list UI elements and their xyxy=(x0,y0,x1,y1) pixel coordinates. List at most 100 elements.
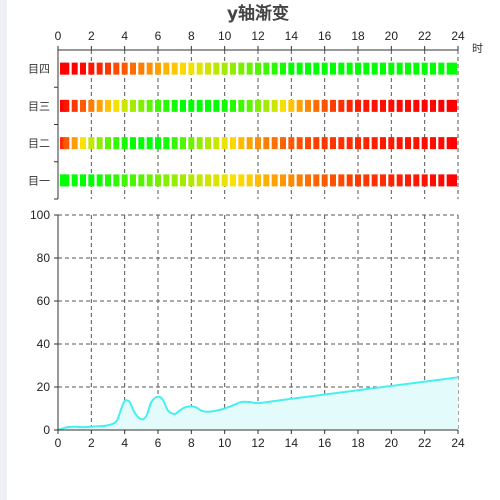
heatmap-cell xyxy=(288,174,295,187)
bottom-x-tick-label: 22 xyxy=(418,436,432,450)
heatmap-cell xyxy=(321,174,328,187)
heatmap-cell xyxy=(213,99,220,112)
heatmap-cell xyxy=(130,62,136,75)
heatmap-cell xyxy=(405,62,411,75)
heatmap-cell xyxy=(180,99,186,112)
top-x-tick-label: 22 xyxy=(418,29,432,43)
heatmap-cell xyxy=(338,137,345,150)
heatmap-cell xyxy=(180,62,186,75)
heatmap-cell xyxy=(430,62,436,75)
heatmap-cell xyxy=(288,99,295,112)
bottom-x-tick-label: 2 xyxy=(88,436,95,450)
area-series xyxy=(57,376,459,431)
heatmap-cell xyxy=(130,137,136,150)
top-x-tick-label: 10 xyxy=(218,29,232,43)
y-category-label: 目二 xyxy=(28,137,50,150)
heatmap-cell xyxy=(413,62,420,75)
heatmap-cell xyxy=(196,99,203,112)
heatmap-cell xyxy=(230,62,236,75)
heatmap-cell xyxy=(155,174,161,187)
heatmap-cell xyxy=(163,137,170,150)
heatmap-cell xyxy=(413,99,420,112)
heatmap-cell xyxy=(313,62,320,75)
y-tick-label: 0 xyxy=(43,423,50,437)
heatmap-cell xyxy=(230,174,236,187)
bottom-x-tick-label: 4 xyxy=(121,436,128,450)
heatmap-cell xyxy=(355,99,361,112)
heatmap-cell xyxy=(280,99,286,112)
heatmap-cell xyxy=(338,62,345,75)
heatmap-cell xyxy=(446,99,453,112)
heatmap-cell xyxy=(138,62,145,75)
heatmap-cell xyxy=(130,174,136,187)
heatmap-cell xyxy=(451,99,457,112)
y-tick-label: 40 xyxy=(37,337,51,351)
heatmap-cell xyxy=(371,137,378,150)
heatmap-cell xyxy=(346,62,353,75)
heatmap-cell xyxy=(451,137,457,150)
heatmap-cell xyxy=(63,174,70,187)
heatmap-cell xyxy=(363,174,370,187)
heatmap-cell xyxy=(421,99,428,112)
heatmap-cell xyxy=(113,99,120,112)
heatmap-cell xyxy=(80,62,86,75)
top-x-tick-label: 16 xyxy=(318,29,332,43)
heatmap-cell xyxy=(205,174,211,187)
heatmap-cell xyxy=(388,99,395,112)
heatmap-cell xyxy=(330,62,336,75)
heatmap-cell xyxy=(138,137,145,150)
heatmap-cell xyxy=(105,137,111,150)
heatmap-cell xyxy=(363,137,370,150)
heatmap-cell xyxy=(88,99,95,112)
heatmap-cell xyxy=(305,99,311,112)
bottom-x-tick-label: 14 xyxy=(285,436,299,450)
heatmap-cell xyxy=(146,174,153,187)
heatmap-cell xyxy=(221,174,228,187)
heatmap-cell xyxy=(238,99,245,112)
bottom-axes xyxy=(54,214,459,434)
top-x-tick-label: 18 xyxy=(351,29,365,43)
bottom-x-tick-labels: 0 2 4 6 8 10 12 14 16 18 20 22 24 xyxy=(55,436,465,450)
bottom-x-tick-label: 16 xyxy=(318,436,332,450)
heatmap-cell xyxy=(63,62,70,75)
heatmap-cell xyxy=(188,137,195,150)
heatmap-cell xyxy=(121,99,128,112)
x-axis-unit-label: 时 xyxy=(472,42,483,55)
heatmap-cell xyxy=(63,137,70,150)
heatmap-cell xyxy=(121,174,128,187)
y-category-label: 目一 xyxy=(28,174,50,187)
heatmap-cell xyxy=(80,174,86,187)
heatmap-cell xyxy=(438,137,445,150)
heatmap-cell xyxy=(371,99,378,112)
heatmap-cell xyxy=(438,62,445,75)
heatmap-cell xyxy=(130,99,136,112)
heatmap-cell xyxy=(421,62,428,75)
heatmap-cell xyxy=(188,174,195,187)
heatmap-cell xyxy=(330,99,336,112)
heatmap-cell xyxy=(63,99,70,112)
heatmap-cell xyxy=(71,99,78,112)
heatmap-cell xyxy=(396,62,403,75)
heatmap-cell xyxy=(413,137,420,150)
heatmap-cell xyxy=(80,99,86,112)
top-x-tick-label: 8 xyxy=(188,29,195,43)
heatmap-cell xyxy=(88,174,95,187)
heatmap-cell xyxy=(271,174,278,187)
heatmap-cell xyxy=(60,137,66,150)
heatmap-cell xyxy=(355,62,361,75)
heatmap-cell xyxy=(105,99,111,112)
bottom-x-tick-label: 24 xyxy=(451,436,465,450)
heatmap-cell xyxy=(430,174,436,187)
heatmap-cell xyxy=(238,174,245,187)
heatmap-cell xyxy=(363,62,370,75)
top-x-tick-labels: 0 2 4 6 8 10 12 14 16 18 20 22 24 xyxy=(55,29,465,43)
heatmap-cell xyxy=(255,137,261,150)
heatmap-cell xyxy=(263,62,270,75)
heatmap-cell xyxy=(271,99,278,112)
bottom-x-tick-label: 8 xyxy=(188,436,195,450)
heatmap-cell xyxy=(213,62,220,75)
bottom-x-tick-label: 0 xyxy=(55,436,62,450)
heatmap-cell xyxy=(388,137,395,150)
heatmap-cell xyxy=(155,62,161,75)
